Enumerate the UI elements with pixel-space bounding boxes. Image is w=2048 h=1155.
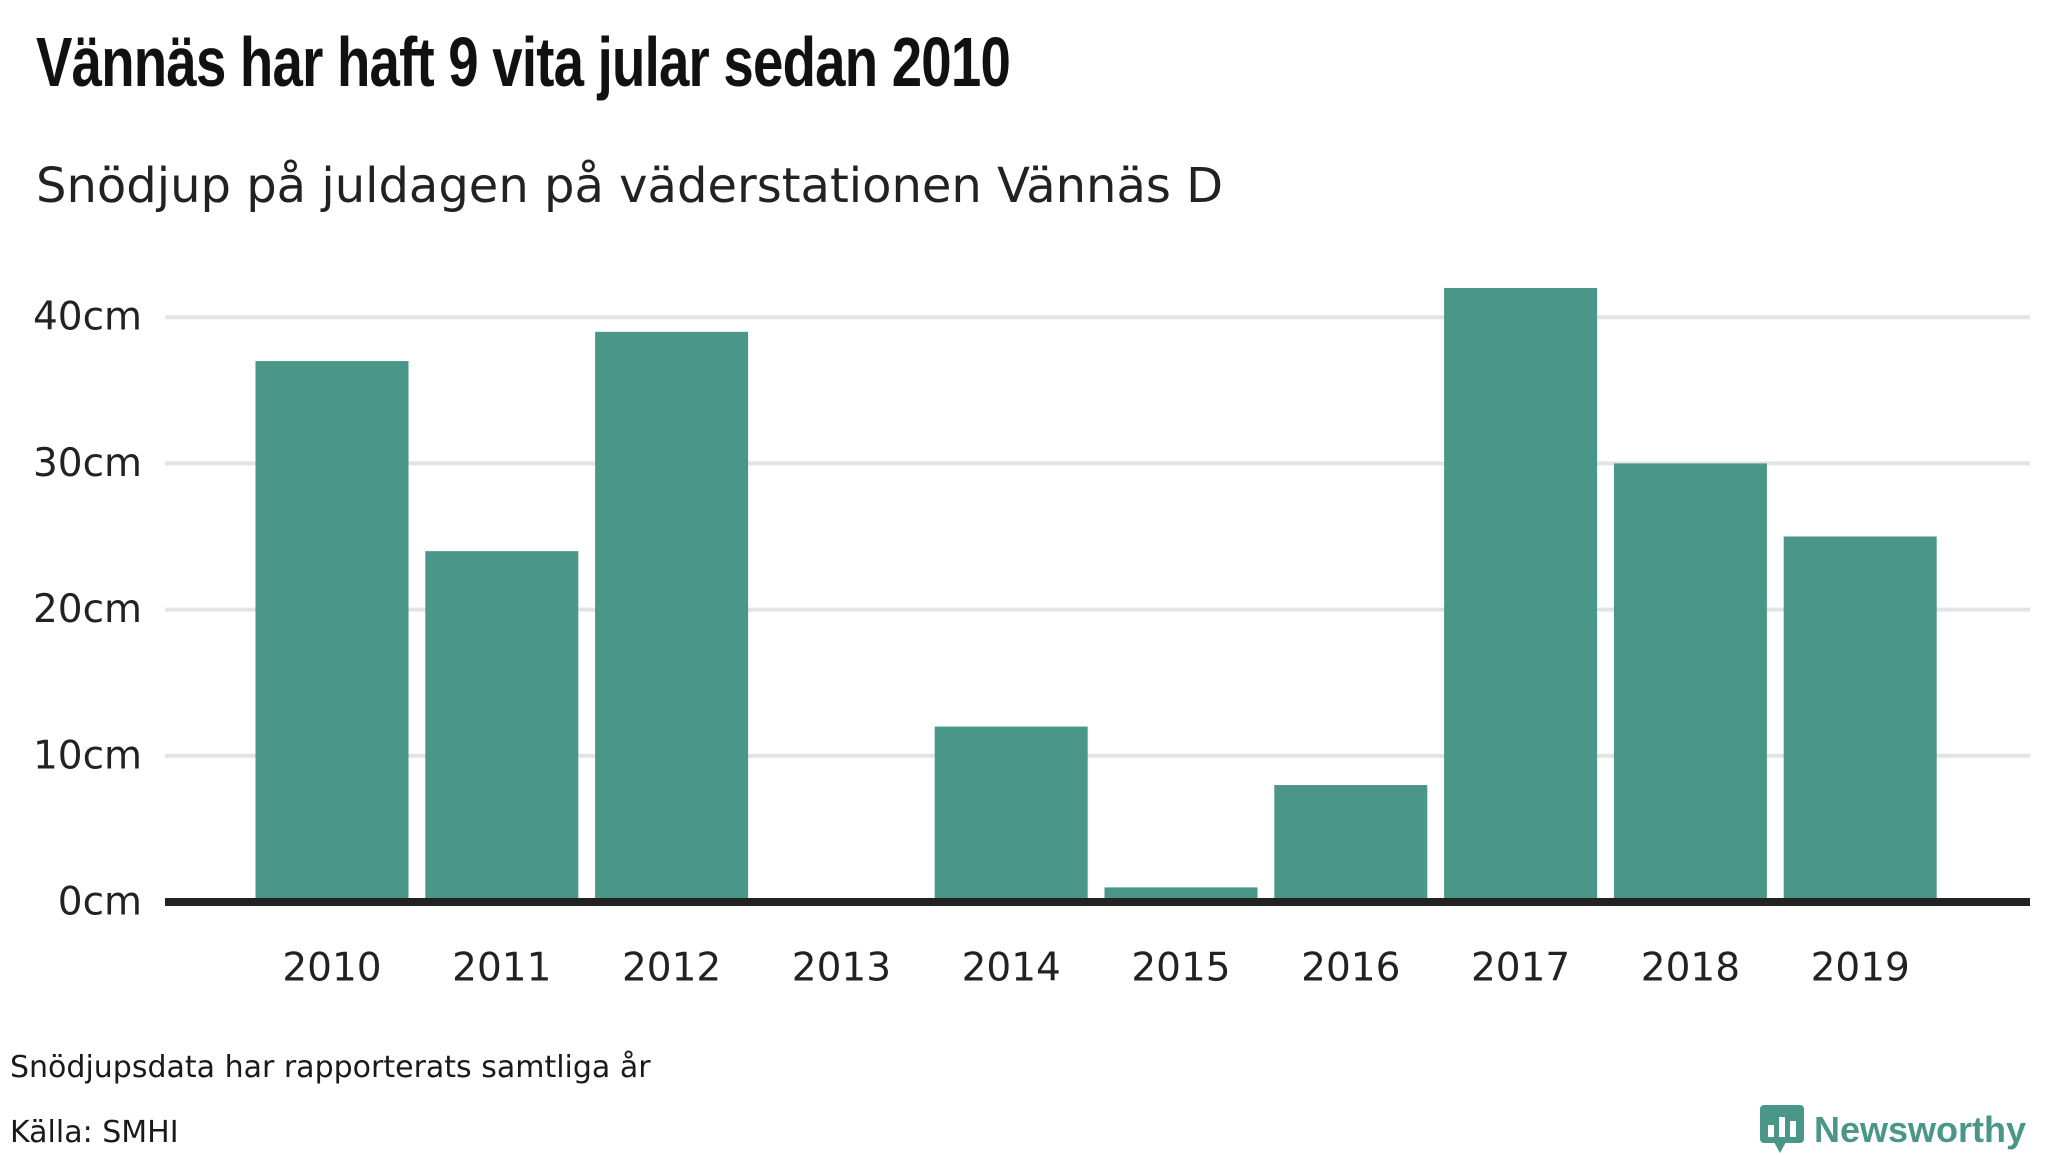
bar-2018 xyxy=(1613,463,1767,902)
bar-2017 xyxy=(1444,287,1598,903)
bar-2016 xyxy=(1274,785,1428,902)
y-tick-label: 40cm xyxy=(33,295,142,340)
chart-title: Vännäs har haft 9 vita jular sedan 2010 xyxy=(36,23,1011,101)
x-tick-label-2019: 2019 xyxy=(1811,946,1910,991)
x-tick-label-2017: 2017 xyxy=(1471,946,1570,991)
source-credit: Källa: SMHI xyxy=(10,1115,179,1150)
x-tick-label-2015: 2015 xyxy=(1131,946,1230,991)
brand-name: Newsworthy xyxy=(1813,1109,2026,1150)
y-tick-label: 10cm xyxy=(33,733,142,778)
footnote-note: Snödjupsdata har rapporterats samtliga å… xyxy=(10,1050,651,1085)
x-tick-label-2013: 2013 xyxy=(792,946,891,991)
bar-2019 xyxy=(1783,536,1937,902)
x-tick-label-2018: 2018 xyxy=(1641,946,1740,991)
bars xyxy=(255,287,1937,903)
chart-subtitle: Snödjup på juldagen på väderstationen Vä… xyxy=(36,158,1224,214)
x-tick-label-2016: 2016 xyxy=(1301,946,1400,991)
bar-2014 xyxy=(934,726,1088,902)
y-tick-label: 30cm xyxy=(33,441,142,486)
bar-chart-speech-bubble-icon xyxy=(1759,1105,1804,1153)
bar-2011 xyxy=(425,551,579,902)
x-tick-label-2014: 2014 xyxy=(962,946,1061,991)
x-tick-label-2012: 2012 xyxy=(622,946,721,991)
x-tick-label-2011: 2011 xyxy=(452,946,551,991)
y-tick-label: 20cm xyxy=(33,587,142,632)
brand-logo: Newsworthy xyxy=(1759,1105,2026,1155)
y-axis-ticks: 0cm 10cm 20cm 30cm 40cm xyxy=(33,295,142,925)
bar-2012 xyxy=(595,331,749,902)
x-axis-ticks: 2010 2011 2012 2013 2014 2015 2016 2017 2018 2019 xyxy=(282,946,1909,991)
y-tick-label: 0cm xyxy=(58,880,142,925)
x-tick-label-2010: 2010 xyxy=(282,946,381,991)
bar-2010 xyxy=(255,361,409,902)
